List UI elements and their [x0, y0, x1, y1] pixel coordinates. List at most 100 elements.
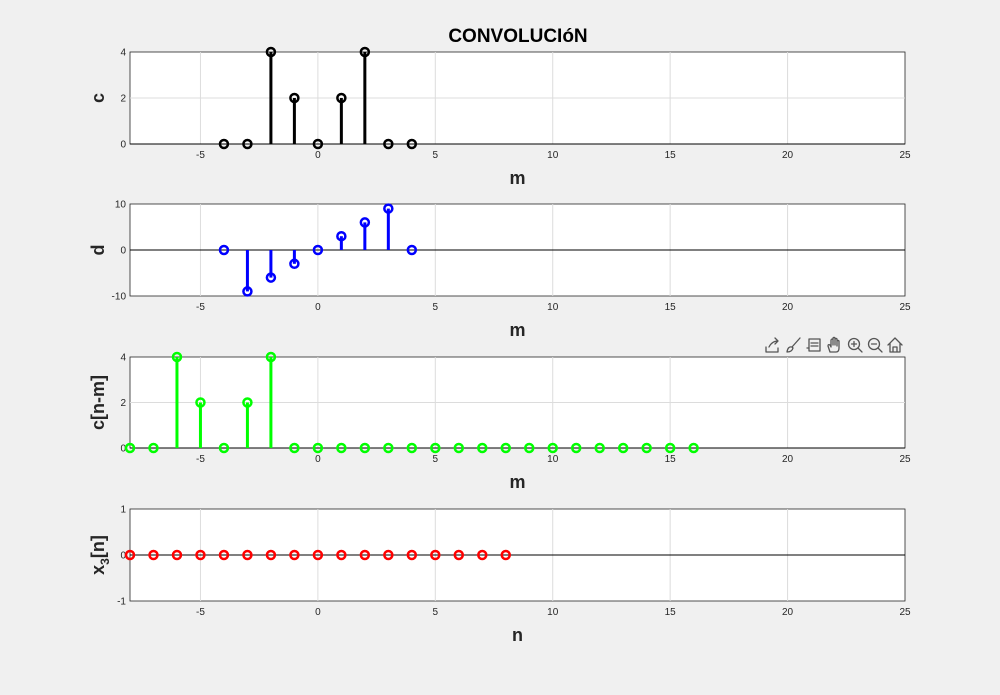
- stem-marker: [406, 549, 418, 561]
- stem-marker: [289, 258, 300, 270]
- stem-marker: [289, 92, 300, 104]
- stem-point: [336, 230, 347, 250]
- brush-icon[interactable]: [786, 337, 801, 353]
- stem-point: [594, 442, 605, 454]
- stem-point: [500, 549, 512, 561]
- x-tick-label: -5: [196, 454, 205, 465]
- x-tick-label: 0: [315, 454, 321, 465]
- x-tick-label: 5: [433, 150, 439, 161]
- x-tick-label: 15: [665, 607, 677, 618]
- pan-hand-icon[interactable]: [827, 336, 840, 353]
- stem-marker: [500, 549, 512, 561]
- stem-marker: [359, 549, 371, 561]
- y-tick-label: -10: [112, 292, 127, 303]
- stem-marker: [453, 549, 465, 561]
- axes-2[interactable]: -5 0 5 10 15 20 25 -10 0 10 m d: [88, 200, 911, 341]
- stem-marker: [523, 442, 535, 454]
- x-tick-label: 20: [782, 150, 794, 161]
- figure-title: CONVOLUCIóN: [448, 26, 587, 47]
- x-tick-label: 25: [899, 302, 911, 313]
- axes-4[interactable]: -5 0 5 10 15 20 25 -1 0 1 n x3[n]: [88, 505, 911, 646]
- stem-marker: [477, 442, 488, 454]
- y-tick-label: 0: [120, 444, 126, 455]
- stem-marker: [218, 442, 230, 454]
- x-tick-label: 15: [665, 454, 677, 465]
- y-tick-label: 10: [115, 200, 127, 211]
- stem-point: [336, 442, 347, 454]
- stem-point: [289, 250, 300, 270]
- stem-marker: [148, 442, 159, 454]
- y-tick-label: 4: [120, 48, 126, 59]
- stem-marker: [265, 272, 277, 283]
- stem-point: [383, 203, 394, 250]
- stem-marker: [312, 442, 324, 454]
- stem-marker: [312, 549, 324, 561]
- stem-marker: [336, 92, 347, 104]
- stem-marker: [148, 549, 159, 561]
- stem-point: [171, 549, 183, 561]
- stem-marker: [242, 397, 253, 408]
- stem-point: [312, 549, 324, 561]
- export-icon[interactable]: [765, 337, 779, 353]
- stem-marker: [336, 442, 347, 454]
- stem-point: [148, 442, 159, 454]
- x-axis-label: m: [509, 168, 525, 188]
- stem-point: [218, 244, 230, 256]
- stem-point: [406, 138, 418, 150]
- stem-point: [359, 46, 371, 144]
- stem-marker: [195, 549, 206, 561]
- stem-marker: [195, 397, 206, 408]
- x-tick-label: 10: [547, 454, 559, 465]
- stem-point: [430, 549, 441, 561]
- zoom-in-icon[interactable]: [847, 337, 863, 353]
- x-tick-label: 10: [547, 607, 559, 618]
- stem-point: [359, 442, 371, 454]
- axes-toolbar[interactable]: [765, 336, 903, 353]
- stem-marker: [430, 442, 441, 454]
- stem-point: [688, 442, 699, 454]
- stem-marker: [171, 351, 183, 363]
- stem-point: [383, 138, 394, 150]
- stem-point: [383, 442, 394, 454]
- stem-marker: [453, 442, 465, 454]
- x-tick-label: 25: [899, 150, 911, 161]
- datatip-icon[interactable]: [806, 338, 821, 352]
- x-tick-label: -5: [196, 150, 205, 161]
- x-tick-label: 10: [547, 150, 559, 161]
- stem-marker: [171, 549, 183, 561]
- y-tick-label: 0: [120, 246, 126, 257]
- axes-3[interactable]: -5 0 5 10 15 20 25 0 2 4 m c[n-m]: [88, 351, 911, 493]
- axes-1[interactable]: -5 0 5 10 15 20 25 0 2 4 m c: [88, 46, 911, 189]
- stem-point: [289, 92, 300, 144]
- stem-point: [359, 217, 371, 250]
- stem-point: [289, 442, 300, 454]
- stem-marker: [477, 549, 488, 561]
- stem-marker: [641, 442, 652, 454]
- stem-point: [336, 92, 347, 144]
- stem-point: [406, 244, 418, 256]
- stem-marker: [242, 138, 253, 150]
- y-tick-label: 0: [120, 551, 126, 562]
- stem-point: [124, 549, 136, 561]
- x-axis-label: m: [509, 472, 525, 492]
- stem-marker: [289, 442, 300, 454]
- stem-marker: [570, 442, 582, 454]
- stem-marker: [406, 244, 418, 256]
- x-tick-label: 0: [315, 607, 321, 618]
- stem-marker: [124, 442, 136, 454]
- x-tick-label: 15: [665, 302, 677, 313]
- stem-point: [477, 442, 488, 454]
- stem-marker: [359, 46, 371, 58]
- stem-point: [453, 549, 465, 561]
- home-icon[interactable]: [887, 337, 903, 353]
- stem-marker: [242, 286, 253, 297]
- y-tick-label: -1: [117, 597, 126, 608]
- zoom-out-icon[interactable]: [867, 337, 883, 353]
- stem-point: [171, 351, 183, 448]
- y-axis-label: c[n-m]: [88, 375, 108, 430]
- stem-point: [664, 442, 676, 454]
- stem-point: [617, 442, 629, 454]
- stem-marker: [359, 442, 371, 454]
- x-tick-label: 20: [782, 607, 794, 618]
